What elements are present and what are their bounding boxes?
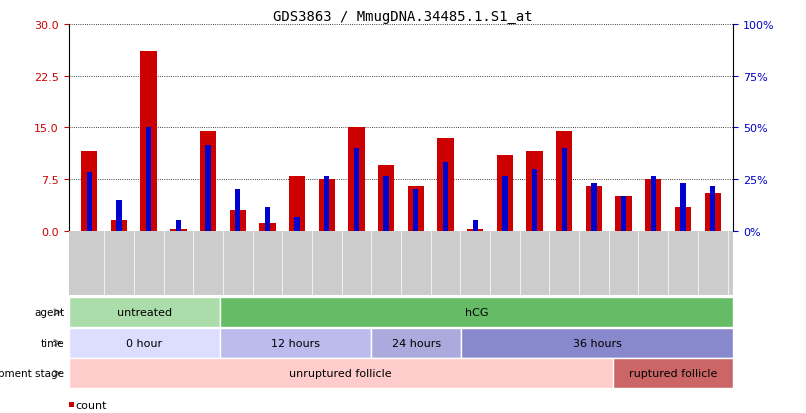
- Bar: [110, 221, 127, 231]
- Text: unruptured follicle: unruptured follicle: [289, 368, 392, 378]
- Bar: [502, 176, 508, 231]
- Bar: [472, 221, 478, 231]
- Text: 24 hours: 24 hours: [392, 338, 441, 348]
- Bar: [442, 163, 448, 231]
- Bar: [81, 152, 98, 231]
- Bar: [264, 207, 270, 231]
- Bar: [318, 180, 335, 231]
- Bar: [592, 183, 596, 231]
- Text: agent: agent: [35, 307, 64, 317]
- Bar: [586, 187, 602, 231]
- Bar: [438, 138, 454, 231]
- Bar: [384, 176, 388, 231]
- Bar: [562, 149, 567, 231]
- Bar: [348, 128, 364, 231]
- Bar: [378, 166, 394, 231]
- Bar: [413, 190, 418, 231]
- Bar: [616, 197, 632, 231]
- Bar: [176, 221, 181, 231]
- Bar: [556, 131, 572, 231]
- Text: ruptured follicle: ruptured follicle: [629, 368, 717, 378]
- Bar: [408, 187, 424, 231]
- Text: development stage: development stage: [0, 368, 64, 378]
- Bar: [86, 173, 92, 231]
- Bar: [710, 187, 716, 231]
- Bar: [170, 229, 186, 231]
- Bar: [206, 145, 210, 231]
- Text: GDS3863 / MmugDNA.34485.1.S1_at: GDS3863 / MmugDNA.34485.1.S1_at: [273, 10, 533, 24]
- Text: untreated: untreated: [117, 307, 172, 317]
- Bar: [532, 169, 538, 231]
- Bar: [235, 190, 240, 231]
- Bar: [146, 128, 152, 231]
- Bar: [289, 176, 305, 231]
- Bar: [354, 149, 359, 231]
- Bar: [645, 180, 662, 231]
- Text: hCG: hCG: [465, 307, 488, 317]
- Bar: [324, 176, 330, 231]
- Bar: [496, 156, 513, 231]
- Bar: [675, 207, 692, 231]
- Bar: [467, 229, 484, 231]
- Bar: [230, 211, 246, 231]
- Bar: [621, 197, 626, 231]
- Text: 36 hours: 36 hours: [573, 338, 622, 348]
- Bar: [294, 218, 300, 231]
- Text: 0 hour: 0 hour: [126, 338, 162, 348]
- Bar: [200, 131, 216, 231]
- Bar: [680, 183, 686, 231]
- Bar: [260, 223, 276, 231]
- Bar: [704, 193, 721, 231]
- Bar: [140, 52, 157, 231]
- Text: count: count: [75, 400, 106, 410]
- Bar: [116, 200, 122, 231]
- Bar: [526, 152, 542, 231]
- Text: 12 hours: 12 hours: [271, 338, 320, 348]
- Bar: [650, 176, 656, 231]
- Text: time: time: [41, 338, 64, 348]
